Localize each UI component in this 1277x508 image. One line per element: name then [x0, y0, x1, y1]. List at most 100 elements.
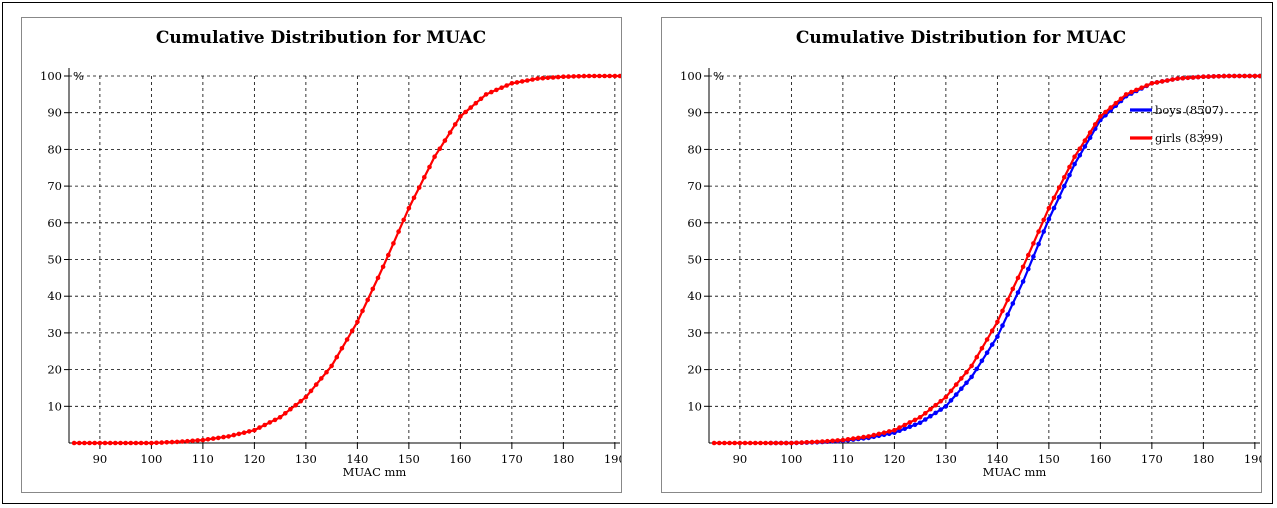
data-point: [607, 73, 612, 79]
data-point: [283, 411, 288, 416]
data-point: [566, 74, 571, 79]
data-point: [943, 404, 949, 409]
x-tick-label: 120: [243, 452, 265, 466]
x-tick-label: 170: [1141, 452, 1163, 466]
y-tick-label: 60: [687, 216, 702, 230]
data-point: [617, 73, 621, 79]
data-point: [277, 415, 283, 420]
data-point: [995, 334, 1000, 339]
data-point: [732, 440, 737, 446]
data-point: [1015, 275, 1021, 281]
data-point: [386, 252, 391, 258]
data-point: [586, 73, 592, 79]
data-point: [1242, 73, 1247, 79]
y-tick-label: 60: [47, 216, 62, 230]
data-point: [236, 431, 242, 437]
data-point: [154, 440, 159, 446]
data-point: [1031, 241, 1036, 246]
y-tick-label: 10: [687, 399, 702, 413]
data-point: [1072, 154, 1077, 159]
x-tick-label: 90: [733, 452, 748, 466]
data-point: [778, 440, 784, 446]
x-tick-label: 130: [295, 452, 317, 466]
x-tick-label: 90: [93, 452, 108, 466]
data-point: [102, 440, 108, 446]
data-point: [1062, 175, 1067, 180]
data-point: [1072, 161, 1077, 167]
x-axis-label: MUAC mm: [983, 465, 1047, 479]
data-point: [246, 429, 252, 434]
data-point: [1098, 114, 1103, 119]
data-point: [1113, 100, 1119, 106]
data-point: [907, 420, 913, 425]
data-point: [308, 388, 314, 394]
data-point: [334, 354, 340, 360]
data-point: [452, 122, 458, 127]
data-point: [355, 319, 360, 325]
data-point: [850, 436, 856, 441]
data-point: [989, 328, 995, 334]
data-point: [773, 440, 779, 446]
data-point: [928, 413, 933, 419]
data-point: [123, 440, 128, 446]
data-point: [267, 420, 273, 425]
data-point: [380, 264, 386, 270]
data-point: [262, 422, 267, 428]
data-point: [210, 436, 216, 441]
data-point: [1036, 229, 1041, 234]
x-tick-label: 140: [346, 452, 368, 466]
data-point: [1020, 264, 1026, 270]
data-point: [969, 363, 974, 369]
data-point: [1041, 229, 1046, 234]
data-point: [576, 74, 582, 79]
data-point: [473, 100, 479, 106]
data-point: [959, 376, 964, 381]
data-point: [897, 425, 902, 430]
data-point: [1108, 105, 1113, 110]
data-point: [902, 426, 907, 432]
series-1: [711, 73, 1261, 446]
data-point: [928, 406, 933, 412]
data-point: [917, 415, 923, 420]
data-point: [912, 422, 918, 428]
data-point: [768, 440, 774, 446]
data-point: [840, 437, 846, 443]
data-point: [319, 376, 324, 381]
chart-title: Cumulative Distribution for MUAC: [796, 28, 1126, 48]
x-tick-label: 160: [1089, 452, 1111, 466]
data-point: [727, 440, 732, 446]
x-tick-label: 130: [935, 452, 957, 466]
data-point: [964, 380, 969, 386]
data-point: [545, 75, 551, 81]
data-point: [370, 286, 376, 292]
y-tick-label: 100: [40, 69, 62, 83]
data-point: [1077, 146, 1083, 151]
data-point: [602, 73, 607, 79]
data-point: [205, 437, 211, 442]
data-point: [118, 440, 123, 446]
data-point: [1154, 80, 1160, 85]
data-point: [463, 109, 468, 115]
data-point: [892, 427, 897, 433]
data-point: [1247, 73, 1252, 79]
data-point: [758, 440, 763, 446]
y-tick-label: 30: [47, 326, 62, 340]
data-point: [514, 80, 520, 85]
data-point: [1082, 144, 1088, 149]
data-point: [344, 337, 350, 342]
data-point: [1252, 73, 1258, 79]
data-point: [814, 439, 820, 445]
data-point: [540, 75, 546, 81]
data-point: [298, 398, 304, 404]
legend-label: boys (8507): [1155, 103, 1224, 117]
data-point: [1206, 74, 1211, 79]
data-point: [1211, 74, 1216, 79]
data-point: [1226, 73, 1232, 79]
data-point: [1010, 286, 1016, 292]
data-point: [1149, 81, 1155, 86]
chart-panel-right: Cumulative Distribution for MUAC 90 100 110…: [661, 17, 1262, 493]
data-point: [1118, 96, 1124, 102]
data-point: [1165, 78, 1170, 83]
data-point: [789, 440, 794, 446]
